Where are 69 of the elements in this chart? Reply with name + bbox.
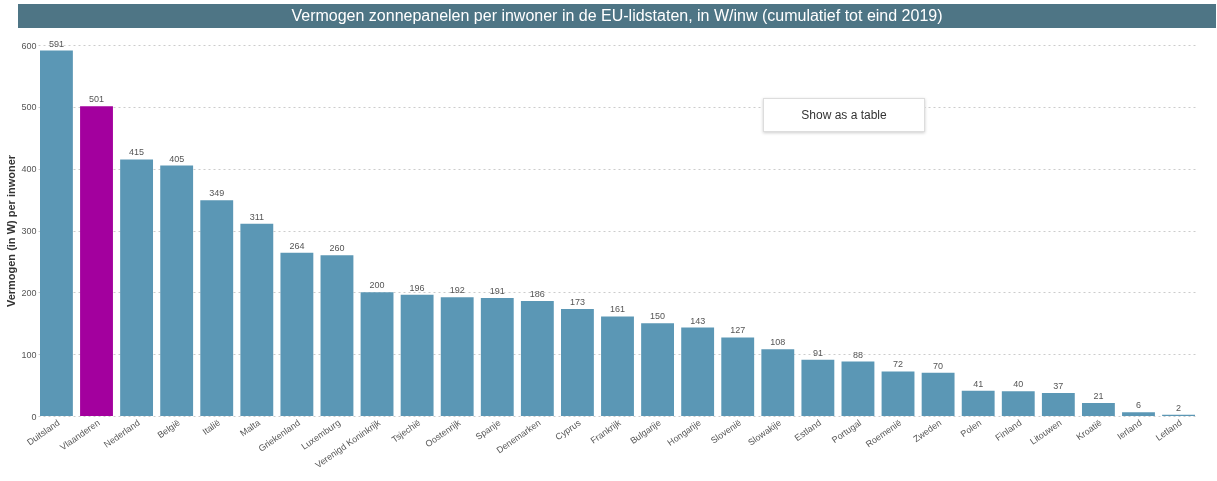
bar: [601, 316, 634, 416]
bar: [921, 372, 955, 416]
bar: [160, 165, 194, 416]
data-label: 88: [852, 349, 863, 360]
data-label: 186: [529, 288, 545, 299]
data-label: 311: [249, 211, 264, 222]
data-label: 143: [690, 315, 706, 326]
bar: [80, 106, 113, 416]
data-label: 37: [1053, 381, 1064, 392]
bar: [761, 349, 795, 416]
data-label: 2: [1176, 402, 1182, 413]
data-label: 108: [770, 337, 786, 348]
bar: [440, 297, 474, 416]
bar: [200, 200, 234, 416]
y-tick-label: 200: [21, 287, 37, 298]
bar: [641, 323, 675, 416]
chart-title: Vermogen zonnepanelen per inwoner in de EU-lidstaten, in W/inw (cumulatief tot eind 2019): [18, 4, 1216, 28]
data-label: 21: [1093, 391, 1104, 402]
data-label: 264: [289, 240, 305, 251]
data-label: 191: [489, 285, 505, 296]
bar: [480, 297, 514, 416]
data-label: 72: [893, 359, 904, 370]
data-label: 405: [169, 153, 185, 164]
data-label: 127: [730, 325, 746, 336]
data-label: 173: [569, 297, 585, 308]
x-tick-label: Italië: [200, 417, 222, 437]
bar: [1081, 403, 1115, 416]
bar: [520, 300, 554, 416]
data-label: 200: [369, 280, 385, 291]
y-tick-label: 500: [21, 102, 37, 113]
data-label: 70: [933, 360, 944, 371]
bar: [681, 327, 715, 416]
bar: [721, 337, 755, 416]
data-label: 6: [1135, 400, 1141, 411]
table-button: Show as a table: [763, 98, 925, 132]
y-tick-label: 0: [31, 411, 37, 422]
y-tick-label: 600: [21, 40, 37, 51]
bar: [1122, 412, 1155, 416]
y-tick-label: 300: [21, 226, 37, 236]
bar: [320, 255, 354, 416]
data-label: 91: [812, 347, 823, 358]
bar: [560, 309, 594, 416]
data-label: 415: [129, 147, 145, 158]
y-axis-title: Vermogen (in W) per inwoner: [5, 154, 18, 308]
bar: [841, 361, 875, 416]
bar: [400, 294, 434, 416]
y-tick-label: 400: [21, 164, 37, 175]
bar: [120, 159, 154, 416]
bar: [1041, 393, 1075, 416]
data-label: 161: [609, 304, 626, 315]
x-tick-label: Malta: [238, 417, 262, 439]
data-label: 196: [409, 282, 425, 293]
data-label: 150: [650, 311, 666, 322]
bar: [881, 371, 915, 416]
data-label: 501: [89, 94, 105, 105]
bar: [40, 50, 73, 416]
data-label: 260: [329, 243, 345, 254]
bar: [280, 252, 314, 416]
y-tick-label: 100: [21, 349, 37, 360]
data-label: 349: [209, 188, 225, 199]
bar: [360, 292, 394, 416]
bar: [1001, 391, 1035, 416]
data-label: 41: [973, 378, 984, 389]
bar: [240, 223, 274, 416]
bar: [801, 359, 835, 416]
data-label: 192: [449, 285, 465, 296]
data-label: 591: [48, 38, 64, 49]
data-label: 40: [1013, 379, 1024, 390]
bar: [961, 390, 995, 416]
